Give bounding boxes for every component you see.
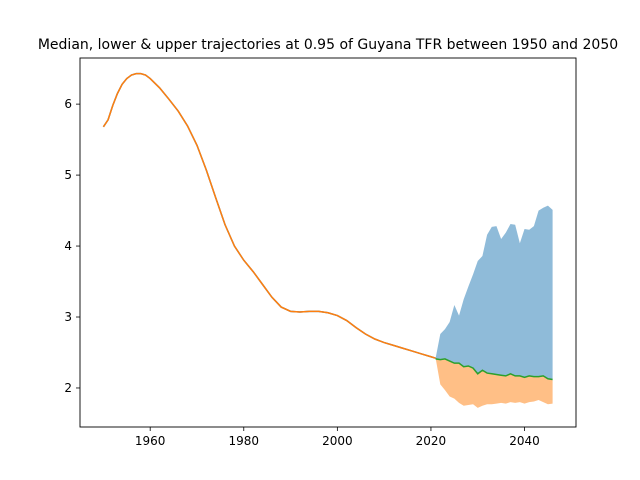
x-tick-label: 2020	[416, 434, 447, 448]
x-axis: 1960 1980 2000 2020 2040	[135, 427, 540, 448]
y-axis: 2 3 4 5 6	[64, 97, 80, 395]
y-tick-label: 5	[64, 168, 72, 182]
x-tick-label: 2040	[509, 434, 540, 448]
trajectory-bands	[435, 205, 553, 408]
x-tick-label: 1960	[135, 434, 166, 448]
lower-band	[435, 358, 553, 408]
historical-line-overlay	[102, 72, 436, 359]
y-tick-label: 4	[64, 239, 72, 253]
x-tick-label: 2000	[322, 434, 353, 448]
x-tick-label: 1980	[229, 434, 260, 448]
upper-band	[435, 205, 553, 380]
median-line	[435, 358, 553, 381]
plot-area	[102, 72, 553, 408]
y-tick-label: 6	[64, 97, 72, 111]
plot-frame	[79, 57, 577, 428]
chart-title: Median, lower & upper trajectories at 0.…	[38, 37, 618, 53]
y-tick-label: 3	[64, 310, 72, 324]
trajectory-lines	[102, 72, 553, 381]
y-tick-label: 2	[64, 381, 72, 395]
